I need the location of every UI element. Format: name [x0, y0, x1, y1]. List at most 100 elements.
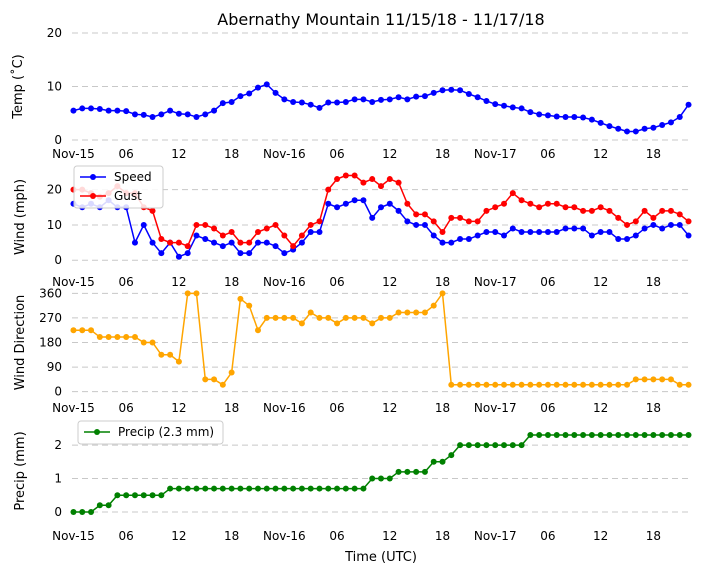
x-tick-label: 12	[382, 275, 397, 289]
x-tick-label: 18	[646, 275, 661, 289]
data-point	[474, 381, 481, 388]
x-tick-label: Nov-16	[263, 275, 306, 289]
data-point	[421, 211, 428, 218]
data-point	[580, 207, 587, 214]
data-point	[430, 302, 437, 309]
x-tick-label: 06	[540, 401, 555, 415]
data-point	[430, 89, 437, 96]
data-point	[184, 243, 191, 250]
legend-label: Precip (2.3 mm)	[118, 425, 214, 439]
y-axis-label: Temp (˚C)	[10, 54, 26, 120]
data-point	[474, 442, 481, 449]
data-point	[334, 204, 341, 211]
x-tick-label: 06	[540, 275, 555, 289]
data-point	[404, 96, 411, 103]
data-point	[615, 125, 622, 132]
data-point	[624, 128, 631, 135]
data-point	[228, 239, 235, 246]
data-point	[641, 125, 648, 132]
data-point	[193, 113, 200, 120]
data-point	[571, 204, 578, 211]
data-point	[325, 186, 332, 193]
x-tick-label: 12	[171, 529, 186, 543]
data-point	[351, 197, 358, 204]
y-tick-label: 2	[54, 438, 62, 452]
data-point	[114, 492, 121, 499]
data-point	[254, 229, 261, 235]
data-point	[501, 442, 508, 449]
data-point	[483, 442, 490, 449]
data-point	[509, 225, 516, 232]
data-point	[316, 229, 323, 235]
data-point	[492, 229, 499, 235]
data-point	[685, 218, 692, 225]
data-point	[254, 327, 261, 334]
data-point	[439, 87, 446, 94]
legend-label: Speed	[114, 170, 152, 184]
data-point	[606, 432, 613, 439]
x-tick-label: 18	[224, 529, 239, 543]
data-point	[123, 108, 130, 115]
x-tick-label: 06	[119, 529, 134, 543]
data-point	[193, 485, 200, 492]
y-axis-label: Wind Direction	[13, 295, 28, 391]
x-tick-label: Nov-17	[474, 147, 517, 161]
data-point	[685, 381, 692, 388]
data-point	[518, 229, 525, 235]
data-point	[685, 432, 692, 439]
data-point	[325, 485, 332, 492]
data-point	[193, 232, 200, 239]
data-point	[272, 221, 279, 228]
data-point	[615, 432, 622, 439]
data-point	[298, 232, 305, 239]
y-tick-label: 10	[47, 80, 62, 94]
data-point	[298, 485, 305, 492]
data-point	[395, 179, 402, 186]
data-point	[624, 381, 631, 388]
data-point	[219, 100, 226, 107]
data-point	[175, 239, 182, 246]
data-point	[641, 376, 648, 383]
data-point	[562, 225, 569, 232]
x-axis-label: Time (UTC)	[344, 550, 417, 565]
data-point	[263, 81, 270, 88]
data-point	[96, 502, 103, 509]
legend-marker	[94, 429, 100, 435]
data-point	[263, 485, 270, 492]
data-point	[483, 229, 490, 235]
y-tick-label: 0	[54, 253, 62, 267]
data-point	[369, 475, 376, 482]
data-point	[509, 104, 516, 111]
data-point	[588, 116, 595, 123]
y-tick-label: 0	[54, 385, 62, 399]
data-point	[237, 93, 244, 100]
data-point	[219, 381, 226, 388]
data-point	[676, 211, 683, 218]
data-point	[105, 502, 112, 509]
data-point	[492, 101, 499, 108]
data-point	[307, 309, 314, 316]
data-point	[667, 376, 674, 383]
data-point	[184, 250, 191, 257]
data-point	[527, 432, 534, 439]
data-point	[553, 381, 560, 388]
data-point	[606, 381, 613, 388]
data-point	[351, 314, 358, 321]
data-point	[272, 89, 279, 96]
x-tick-label: 06	[329, 401, 344, 415]
data-point	[404, 468, 411, 475]
data-point	[351, 172, 358, 179]
y-tick-label: 0	[54, 505, 62, 519]
data-point	[597, 381, 604, 388]
data-point	[149, 207, 156, 214]
data-point	[395, 468, 402, 475]
data-point	[465, 442, 472, 449]
chart-title: Abernathy Mountain 11/15/18 - 11/17/18	[217, 10, 544, 29]
y-tick-label: 1	[54, 472, 62, 486]
data-point	[237, 250, 244, 257]
data-point	[395, 94, 402, 101]
data-point	[650, 214, 657, 221]
data-point	[307, 229, 314, 235]
data-point	[325, 200, 332, 207]
